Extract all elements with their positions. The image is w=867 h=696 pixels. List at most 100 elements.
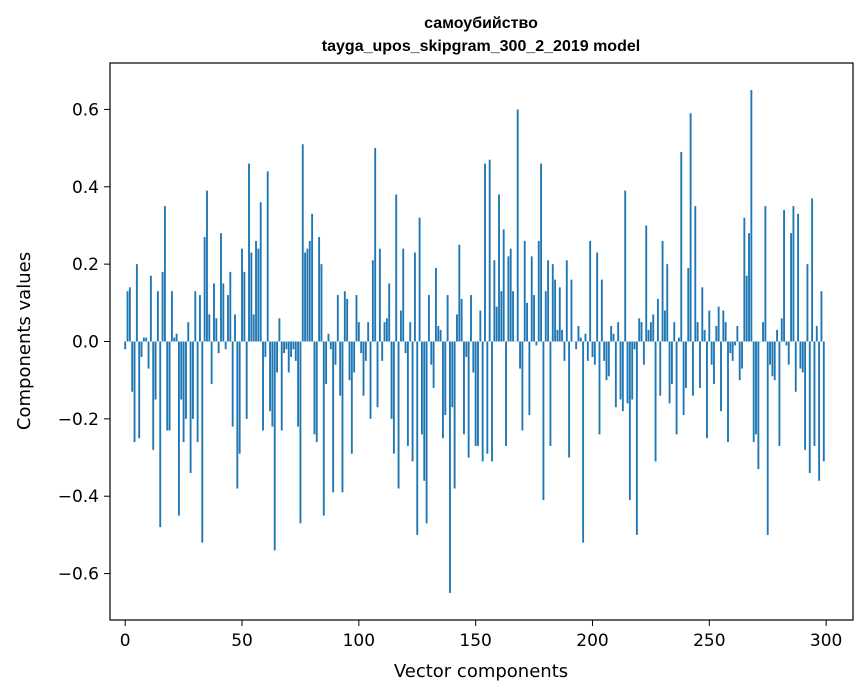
bar [189,341,192,474]
bar [783,209,786,342]
bar [815,326,818,342]
bar [706,341,708,439]
bar [512,291,514,342]
bar [757,341,760,470]
bar [456,314,458,342]
bar [269,341,271,412]
bar [685,341,687,388]
bar [402,248,405,342]
bar [820,291,823,342]
x-tick-label: 0 [120,631,131,651]
bar [318,237,321,342]
bar [519,341,521,369]
bar [554,279,557,342]
x-tick-label: 250 [693,631,725,651]
bar [649,322,652,342]
bar [453,341,456,489]
bar [131,341,134,392]
bar [133,341,136,443]
bar [715,326,718,342]
bar [427,295,430,342]
bar [152,341,155,450]
bar [161,271,164,342]
bar [579,337,582,342]
bar [470,295,472,342]
bar [764,206,767,342]
bar [180,341,183,400]
bar [392,341,395,454]
bar [287,341,290,373]
plot-background [110,63,853,620]
bar [315,341,318,443]
y-tick-label: −0.6 [58,565,99,585]
bar [458,244,461,342]
bar [804,341,807,450]
bar [656,298,659,342]
bar [276,341,278,373]
bar [220,233,222,342]
bar [355,295,358,342]
bar [575,341,578,350]
bar [692,341,694,396]
bar [404,341,407,354]
bar [502,229,505,342]
bar [175,333,178,342]
bar [523,240,526,342]
bar [750,90,753,342]
bar [799,341,802,369]
bar [420,341,423,435]
bar [332,341,335,493]
bar [283,341,285,354]
bar [451,341,454,408]
bar [549,341,552,446]
bar [231,341,234,427]
bar [596,252,599,342]
bar [378,248,381,342]
bar [138,341,141,439]
bar [369,341,372,419]
bar [236,341,239,489]
bar [374,148,377,342]
bar [201,341,204,543]
bar [376,341,379,408]
bar [229,271,232,342]
bar [479,310,482,342]
bar [320,264,323,342]
bar [752,341,755,443]
bar [600,279,603,342]
bar [500,291,503,342]
bar [128,287,131,342]
bar [682,341,685,415]
bar [159,341,162,528]
bar [794,341,797,392]
bar [126,291,129,342]
bar [659,341,662,396]
bar [766,341,769,535]
bar [460,298,463,342]
bar [292,341,295,350]
bar [678,337,680,342]
bar [413,252,416,342]
bar [640,322,643,342]
bar [243,271,246,342]
bar [724,322,727,342]
bar [710,341,713,365]
bar [591,341,594,357]
bar [556,329,559,342]
bar [738,341,741,381]
bar [547,260,550,342]
bar [668,341,671,404]
bar [234,314,236,342]
bar [238,341,241,454]
bar [670,341,673,385]
bar [194,291,197,342]
bar [301,144,304,342]
bar [313,341,316,435]
bar [481,341,484,462]
bar [584,333,587,342]
bar [227,295,229,342]
bar [147,341,150,369]
bar [626,341,629,404]
bar [388,283,391,342]
